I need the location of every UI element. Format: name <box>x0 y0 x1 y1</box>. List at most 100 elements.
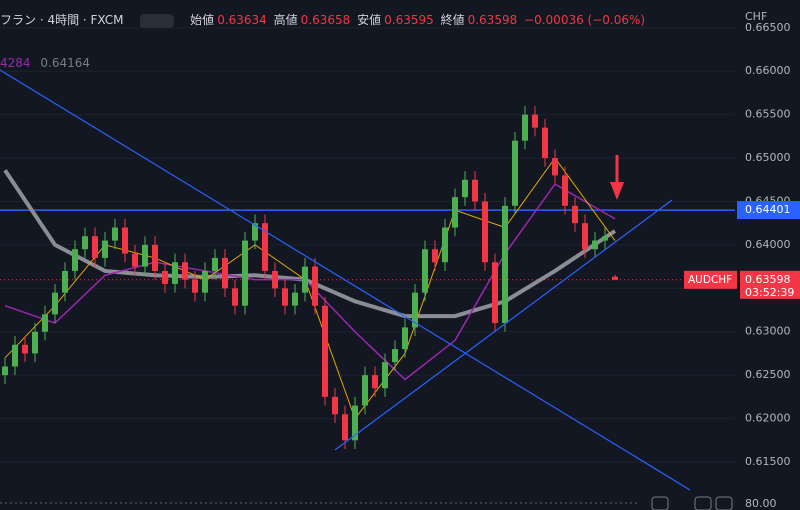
y-tick-label: 0.66000 <box>745 64 791 77</box>
level-label: 0.64401 <box>745 203 791 216</box>
candle-body <box>572 205 578 224</box>
candle-body <box>102 240 108 258</box>
arrow-head <box>610 182 624 200</box>
candle-body <box>562 175 568 206</box>
candle-body <box>492 262 498 324</box>
status-icons[interactable] <box>140 13 175 28</box>
candle-body <box>112 227 118 241</box>
y-tick-label: 0.66500 <box>745 21 791 34</box>
y-tick-label: 0.65500 <box>745 108 791 121</box>
candle-body <box>132 253 138 267</box>
candle-body <box>62 270 68 293</box>
y-tick-label: 0.61500 <box>745 455 791 468</box>
candle-body <box>142 244 148 267</box>
low-value: 0.63595 <box>384 13 434 27</box>
candle-body <box>552 158 558 176</box>
candle-body <box>422 249 428 293</box>
candle-body <box>292 292 298 306</box>
candle-body <box>322 305 328 397</box>
candle-body <box>182 262 188 280</box>
price-label: 0.63598 <box>745 273 791 286</box>
candle-body <box>252 223 258 241</box>
indicator-legend: 4284 0.64164 <box>0 56 90 70</box>
candle-body <box>582 223 588 250</box>
candle-body <box>382 362 388 389</box>
high-label: 高値 <box>273 13 298 27</box>
candle-body <box>402 327 408 350</box>
volume-axis-label: 80.00 <box>745 497 777 510</box>
candle-body <box>472 179 478 202</box>
candle-body <box>462 179 468 198</box>
candle-body <box>532 114 538 128</box>
candle-body <box>212 257 218 271</box>
candle-body <box>602 236 608 241</box>
symbol-label-box <box>684 270 737 289</box>
trendline <box>0 69 691 491</box>
candle-body <box>512 140 518 206</box>
candle-body <box>342 414 348 441</box>
candle-body <box>272 270 278 289</box>
candle-body <box>22 344 28 354</box>
candle-body <box>242 240 248 306</box>
candle-body <box>392 349 398 363</box>
level-label-box <box>737 201 800 220</box>
close-label: 終値 <box>440 13 465 27</box>
candle-body <box>192 279 198 293</box>
y-tick-label: 0.62500 <box>745 368 791 381</box>
candle-body <box>352 405 358 441</box>
currency: CHF <box>745 10 767 23</box>
reset-button[interactable] <box>715 496 733 510</box>
scroll-button[interactable] <box>651 496 669 510</box>
candle-body <box>612 276 618 280</box>
candle-body <box>2 366 8 376</box>
candle-body <box>412 292 418 328</box>
candle-body <box>282 288 288 306</box>
candle-body <box>82 236 88 250</box>
price-label-box <box>740 270 800 299</box>
indicator-value: 0.64164 <box>40 56 90 70</box>
high-value: 0.63658 <box>300 13 351 27</box>
change: −0.00036 (−0.06%) <box>524 13 646 27</box>
candle-body <box>32 331 38 354</box>
symbol-label: AUDCHF <box>688 274 732 286</box>
candle-body <box>372 375 378 389</box>
candle-body <box>482 201 488 263</box>
y-tick-label: 0.62000 <box>745 412 791 425</box>
price-axis: 0.615000.620000.625000.630000.635000.640… <box>684 21 800 468</box>
candle-body <box>502 205 508 324</box>
countdown: 03:52:39 <box>745 286 794 299</box>
candle-body <box>172 262 178 284</box>
candle-body <box>232 288 238 306</box>
candle-body <box>362 375 368 406</box>
candle-body <box>202 270 208 293</box>
symbol: フラン · 4時間 · FXCM <box>0 13 124 27</box>
open-value: 0.63634 <box>217 13 267 27</box>
header: フラン · 4時間 · FXCM 始値 0.63634 高値 0.63658 安値 0… <box>0 11 648 28</box>
low-label: 安値 <box>357 13 382 27</box>
candle-body <box>42 314 48 332</box>
candle-body <box>542 127 548 159</box>
candle-body <box>442 227 448 263</box>
candle-body <box>92 236 98 258</box>
candle-body <box>52 292 58 315</box>
zoom-button[interactable] <box>694 496 712 510</box>
indicator-value: 4284 <box>0 56 31 70</box>
close-value: 0.63598 <box>467 13 518 27</box>
y-tick-label: 0.63000 <box>745 325 791 338</box>
candle-body <box>122 227 128 254</box>
open-label: 始値 <box>190 13 215 27</box>
candle-body <box>152 244 158 271</box>
candle-body <box>222 257 228 289</box>
candle-body <box>432 249 438 263</box>
candle-body <box>162 270 168 284</box>
trendline <box>334 199 673 451</box>
plot-area <box>0 69 735 491</box>
candle-body <box>312 266 318 306</box>
candle-body <box>72 249 78 271</box>
y-tick-label: 0.64000 <box>745 238 791 251</box>
candle-body <box>302 266 308 293</box>
y-tick-label: 0.65000 <box>745 151 791 164</box>
candle-body <box>522 114 528 141</box>
